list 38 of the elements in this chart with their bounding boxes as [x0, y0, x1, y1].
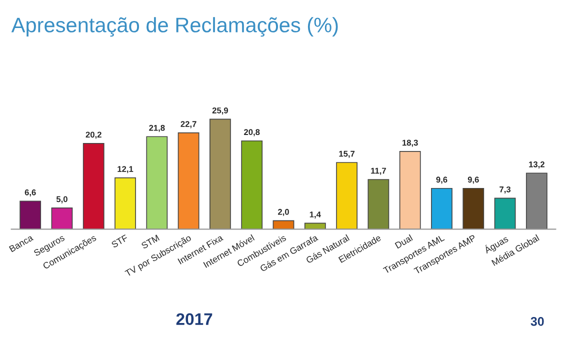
bar	[431, 188, 452, 230]
bar	[494, 198, 516, 230]
x-tick-label: Dual	[394, 234, 413, 249]
data-label: 9,6	[468, 176, 479, 184]
bar	[20, 200, 42, 230]
bar	[241, 140, 263, 230]
bar	[336, 162, 358, 230]
data-label: 7,3	[500, 186, 511, 194]
bar	[51, 208, 73, 230]
bar	[462, 188, 484, 230]
bar	[399, 151, 421, 230]
data-label: 15,7	[339, 150, 355, 158]
text: 2017	[176, 313, 212, 326]
data-label: 1,4	[310, 212, 321, 219]
bar	[526, 172, 548, 230]
data-label: 20,2	[86, 132, 102, 139]
data-label: 6,6	[24, 189, 36, 197]
data-label: 9,6	[436, 176, 448, 184]
data-label: 22,7	[180, 121, 196, 128]
bar	[178, 132, 200, 230]
data-label: 2,0	[278, 208, 289, 216]
bar	[146, 136, 168, 230]
bar	[272, 220, 294, 230]
data-label: 13,2	[529, 161, 544, 169]
bar	[114, 177, 136, 230]
data-label: 20,8	[244, 129, 260, 136]
data-label: 18,3	[402, 140, 418, 147]
bar	[210, 118, 231, 230]
text: 30	[530, 317, 544, 326]
data-label: 11,7	[371, 168, 386, 175]
bar	[368, 179, 390, 230]
data-label: 21,8	[149, 124, 165, 132]
data-label: 12,1	[118, 166, 134, 174]
chart-title: Apresentação de Reclamações (%)	[11, 17, 338, 37]
x-tick-label: STF	[110, 234, 128, 248]
data-label: 5,0	[56, 196, 68, 204]
bar	[82, 142, 104, 230]
data-label: 25,9	[212, 107, 228, 115]
